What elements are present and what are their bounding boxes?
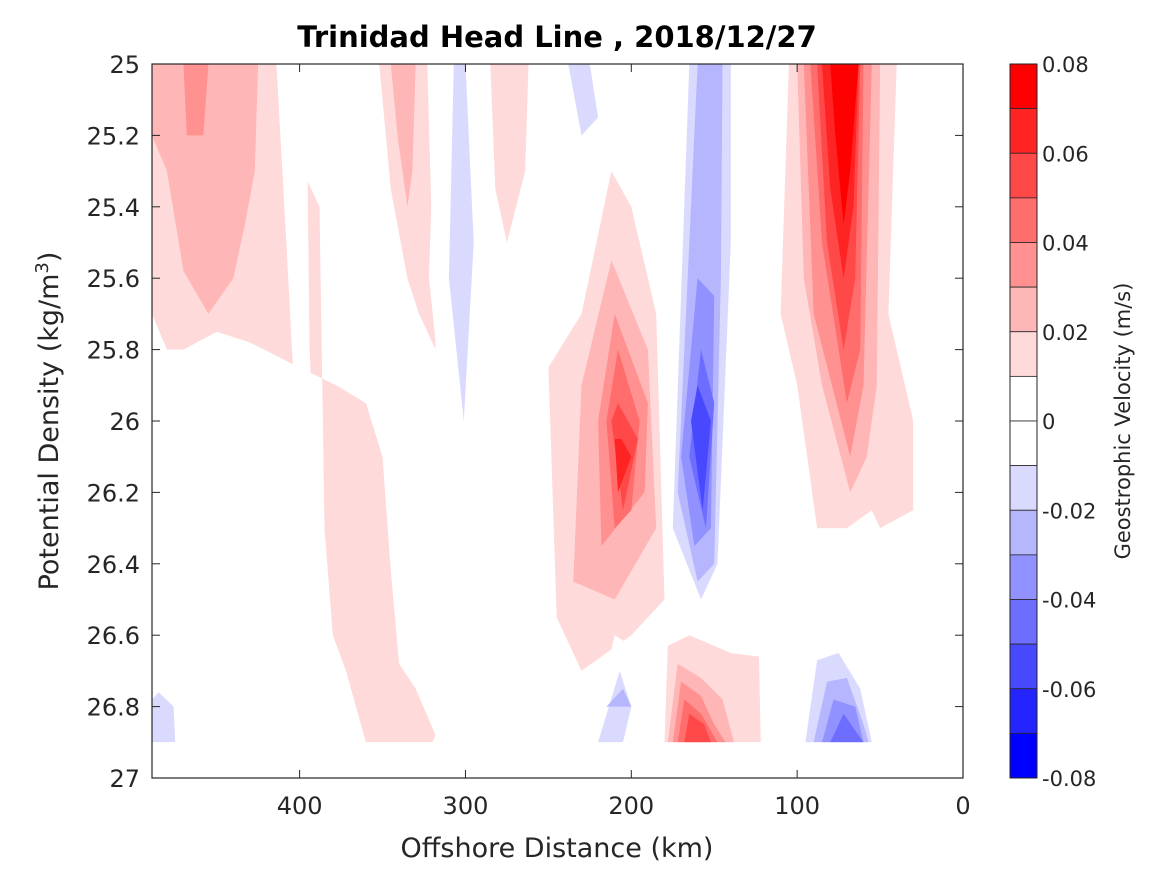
contour-feature-positive-jet-70km (780, 64, 914, 529)
contour-feature-bottom-positive-160km (664, 635, 761, 743)
no-data-region (152, 742, 963, 778)
colorbar-segment (1009, 509, 1038, 556)
contour-level-0p05 (684, 713, 711, 743)
contour-level-neg0p05 (830, 713, 864, 743)
contour-feature-bottom-negative-70km (788, 617, 897, 743)
x-axis: 400 300 200 100 0 (277, 64, 971, 820)
y-tick-label: 25 (109, 51, 140, 79)
contour-level-neg0p06 (691, 385, 711, 511)
contour-feature-negative-bottom-offshore (152, 563, 250, 743)
y-axis-label: Potential Density (kg/m3) (32, 252, 65, 591)
x-tick-label: 100 (774, 792, 820, 820)
colorbar-segment (1009, 554, 1038, 600)
y-tick-label: 25.8 (87, 337, 140, 365)
contour-feature-offshore-positive-band (152, 64, 436, 743)
contour-level-0p03 (183, 64, 209, 136)
colorbar-segment (1009, 286, 1038, 333)
contour-feature-bottom-negative-210km (589, 635, 643, 743)
colorbar-segment (1009, 108, 1038, 154)
y-tick-label: 26 (109, 408, 140, 436)
colorbar-segment (1009, 688, 1038, 734)
contour-fills (152, 64, 963, 778)
colorbar-tick-label: -0.06 (1042, 678, 1096, 702)
colorbar-label: Geostrophic Velocity (m/s) (1111, 283, 1135, 560)
contour-level-neg0p01 (540, 64, 648, 189)
contour-feature-positive-jet-200km (548, 171, 665, 671)
colorbar-ticks: 0.08 0.06 0.04 0.02 0 -0.02 -0.04 -0.06 -0.08 (1042, 53, 1096, 791)
colorbar-segment (1009, 242, 1038, 288)
contour-level-neg0p01 (152, 563, 250, 743)
colorbar-frame (1009, 63, 1038, 779)
colorbar-segment (1009, 152, 1038, 199)
colorbar-tick-label: -0.02 (1042, 499, 1096, 523)
contour-level-0p07 (830, 64, 859, 225)
y-tick-label: 27 (109, 765, 140, 793)
colorbar-segment (1009, 331, 1038, 377)
contour-feature-negative-band-400km (276, 64, 317, 493)
contour-level-0p02 (390, 64, 416, 207)
contour-level-0p02 (152, 64, 259, 314)
contour-feature-negative-surface-230km (540, 64, 648, 189)
x-axis-label: Offshore Distance (km) (401, 833, 714, 864)
colorbar-segment (1009, 643, 1038, 690)
y-axis: 25 25.2 25.4 25.6 25.8 26 26.2 26.4 26.6 26.8 27 (87, 51, 963, 793)
x-tick-label: 400 (277, 792, 323, 820)
y-tick-label: 26.2 (87, 479, 140, 507)
contour-level-0p01 (379, 64, 436, 350)
contour-level-neg0p02 (568, 64, 599, 136)
y-tick-label: 26.8 (87, 694, 140, 722)
contour-level-0p01 (490, 64, 529, 243)
x-tick-label: 300 (443, 792, 489, 820)
contour-feature-negative-band-300km (429, 64, 569, 743)
colorbar-segment (1009, 420, 1038, 467)
contour-feature-positive-band-280km (490, 64, 529, 243)
contour-feature-positive-band-340km (379, 64, 436, 350)
y-tick-label: 25.6 (87, 265, 140, 293)
contour-level-neg0p02 (448, 64, 474, 421)
x-tick-label: 0 (955, 792, 970, 820)
colorbar-tick-label: 0.08 (1042, 53, 1089, 77)
y-tick-label: 25.4 (87, 194, 140, 222)
colorbar-tick-label: -0.04 (1042, 589, 1096, 613)
y-tick-label: 26.6 (87, 622, 140, 650)
colorbar-segment (1009, 732, 1038, 779)
contour-level-neg0p02 (152, 692, 176, 743)
colorbar-tick-label: -0.08 (1042, 767, 1096, 791)
colorbar-segment (1009, 599, 1038, 645)
contour-level-neg0p01 (276, 64, 317, 493)
colorbar-segment (1009, 375, 1038, 422)
contour-level-0p06 (614, 438, 632, 493)
colorbar-tick-label: 0 (1042, 410, 1055, 434)
colorbar-segment (1009, 465, 1038, 511)
contour-feature-negative-jet-160km (667, 64, 764, 636)
colorbar-tick-label: 0.04 (1042, 232, 1089, 256)
y-tick-label: 25.2 (87, 122, 140, 150)
y-tick-label: 26.4 (87, 551, 140, 579)
colorbar-segment (1009, 63, 1038, 110)
chart-title: Trinidad Head Line , 2018/12/27 (297, 20, 817, 54)
contour-level-neg0p03 (606, 688, 632, 707)
colorbar-tick-label: 0.06 (1042, 142, 1089, 166)
colorbar (1009, 63, 1038, 779)
colorbar-tick-label: 0.02 (1042, 321, 1089, 345)
colorbar-segment (1009, 197, 1038, 243)
x-tick-label: 200 (608, 792, 654, 820)
